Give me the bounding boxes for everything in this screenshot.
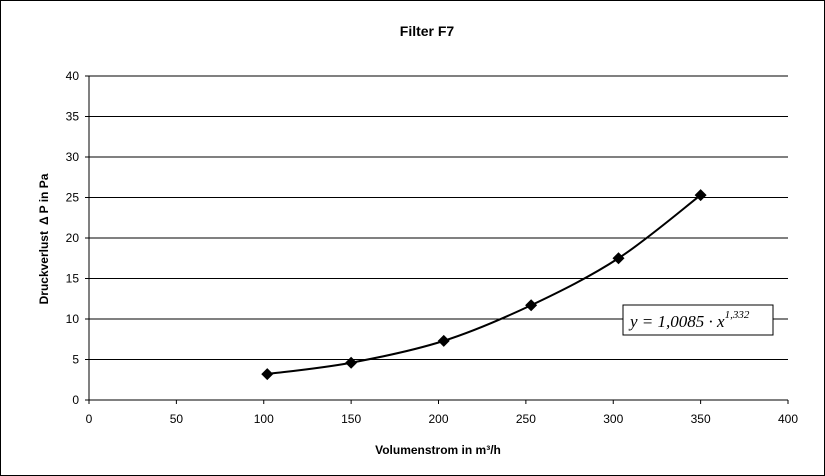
data-point-diamond (525, 299, 538, 312)
x-tick-label: 0 (86, 412, 93, 426)
y-axis-label-rest: P in Pa (37, 173, 51, 213)
x-tick-labels: 0 50 100 150 200 250 300 350 400 (86, 412, 799, 426)
x-tick-label: 400 (778, 412, 798, 426)
data-point-diamond (345, 356, 358, 369)
equation-box: y = 1,0085 · x1,332 (622, 304, 774, 336)
y-tick-label: 15 (66, 272, 80, 286)
x-tick-label: 350 (691, 412, 711, 426)
equation-exponent: 1,332 (725, 309, 750, 321)
y-tick-label: 0 (72, 393, 79, 407)
x-axis-label: Volumenstrom in m³/h (375, 443, 501, 457)
x-tick-label: 250 (516, 412, 536, 426)
chart-title: Filter F7 (400, 23, 455, 39)
y-tick-label: 5 (72, 353, 79, 367)
equation-prefix: y = 1,0085 · x (628, 312, 725, 331)
y-axis-label-delta: Δ (37, 216, 51, 225)
y-tick-label: 35 (66, 110, 80, 124)
y-tick-label: 10 (66, 312, 80, 326)
y-tick-label: 30 (66, 150, 80, 164)
data-point-diamond (437, 334, 450, 347)
x-tick-label: 100 (254, 412, 274, 426)
y-axis-label: Druckverlust Δ P in Pa (37, 173, 51, 304)
y-tick-label: 25 (66, 191, 80, 205)
data-point-diamond (261, 368, 274, 381)
y-axis-label-text: Druckverlust (37, 231, 51, 304)
axes (85, 75, 789, 404)
x-tick-label: 150 (341, 412, 361, 426)
x-tick-label: 50 (170, 412, 184, 426)
trend-curve (267, 194, 702, 376)
x-tick-label: 300 (603, 412, 623, 426)
y-tick-label: 20 (66, 231, 80, 245)
y-tick-label: 40 (66, 69, 80, 83)
data-point-diamond (612, 252, 625, 265)
x-tick-label: 200 (428, 412, 448, 426)
equation-text: y = 1,0085 · x1,332 (628, 309, 750, 331)
data-points (261, 189, 707, 381)
y-tick-labels: 0 5 10 15 20 25 30 35 40 (66, 69, 80, 407)
data-point-diamond (694, 189, 707, 202)
